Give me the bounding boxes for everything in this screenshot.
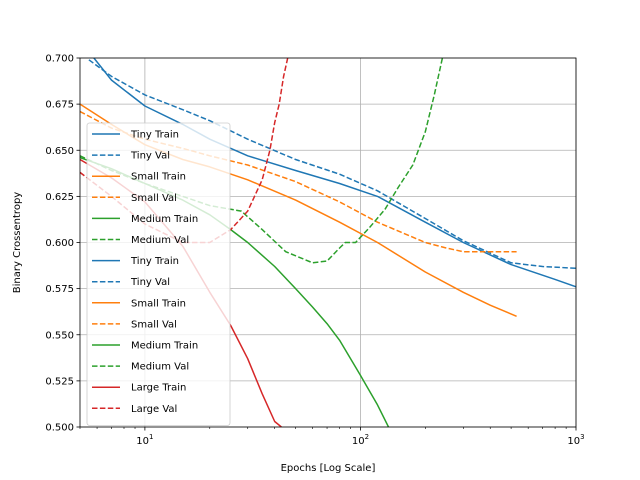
legend-label: Medium Val bbox=[131, 362, 189, 373]
y-tick-label: 0.500 bbox=[45, 423, 74, 434]
y-tick-label: 0.625 bbox=[45, 192, 74, 203]
legend-label: Medium Train bbox=[131, 341, 198, 352]
x-tick-label: 102 bbox=[352, 433, 369, 447]
legend-label: Large Val bbox=[131, 404, 177, 415]
y-tick-label: 0.675 bbox=[45, 100, 74, 111]
legend-label: Small Val bbox=[131, 319, 177, 330]
legend: Tiny Train Tiny Val Small Train Small Val Me… bbox=[86, 122, 231, 426]
legend-box bbox=[86, 122, 231, 426]
legend-label: Tiny Val bbox=[130, 151, 170, 162]
y-tick-label: 0.700 bbox=[45, 54, 74, 65]
legend-label: Tiny Train bbox=[130, 130, 179, 141]
y-axis-label: Binary Crossentropy bbox=[12, 192, 23, 293]
legend-label: Medium Val bbox=[131, 235, 189, 246]
legend-label: Small Val bbox=[131, 193, 177, 204]
series-line-tiny-val bbox=[88, 59, 576, 270]
y-tick-label: 0.525 bbox=[45, 376, 74, 387]
y-tick-label: 0.600 bbox=[45, 238, 74, 249]
x-axis-label: Epochs [Log Scale] bbox=[281, 463, 376, 474]
legend-label: Small Train bbox=[131, 172, 186, 183]
y-tick-label: 0.650 bbox=[45, 146, 74, 157]
x-tick-label: 101 bbox=[136, 433, 153, 447]
x-tick-label: 103 bbox=[567, 433, 584, 447]
legend-label: Tiny Val bbox=[130, 277, 170, 288]
y-tick-label: 0.550 bbox=[45, 330, 74, 341]
axis-ticks: 0.500 0.525 0.550 0.575 0.600 0.625 0.650 0.675… bbox=[45, 54, 584, 448]
legend-label: Tiny Train bbox=[130, 256, 179, 267]
series-line-tiny-train bbox=[93, 58, 576, 288]
series-line-small-val bbox=[80, 110, 517, 253]
legend-label: Medium Train bbox=[131, 214, 198, 225]
legend-label: Large Train bbox=[131, 383, 186, 394]
legend-label: Small Train bbox=[131, 298, 186, 309]
y-tick-label: 0.575 bbox=[45, 284, 74, 295]
